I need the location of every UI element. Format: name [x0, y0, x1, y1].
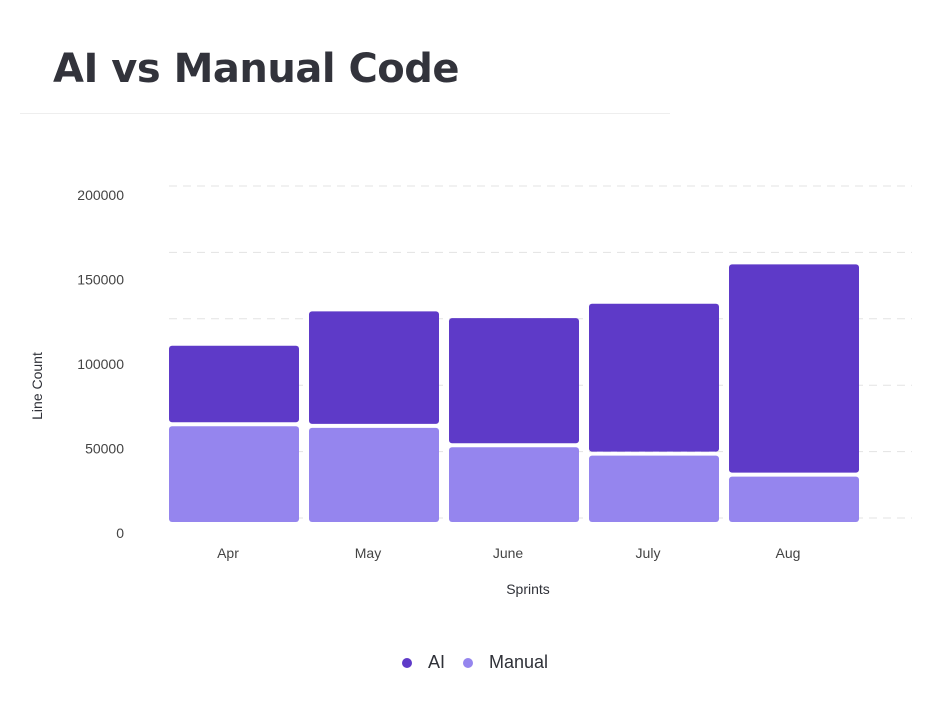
- bar-manual-july: [589, 455, 719, 522]
- bar-ai-may: [309, 311, 439, 424]
- legend-label-ai: AI: [427, 652, 445, 672]
- x-tick-label: June: [493, 545, 524, 561]
- chart-title: AI vs Manual Code: [53, 46, 460, 92]
- x-tick-label: Aug: [776, 545, 801, 561]
- bar-manual-june: [449, 447, 579, 522]
- legend-dot-manual-icon: [462, 657, 473, 668]
- bar-ai-apr: [169, 345, 299, 423]
- y-tick-label: 50000: [85, 441, 124, 457]
- y-axis-title: Line Count: [29, 352, 45, 420]
- x-axis-title: Sprints: [506, 581, 550, 597]
- bar-manual-may: [309, 427, 439, 522]
- y-tick-label: 100000: [77, 356, 124, 372]
- bar-manual-aug: [729, 476, 859, 522]
- y-tick-label: 0: [116, 525, 124, 541]
- legend-dot-ai-icon: [401, 657, 412, 668]
- legend-item-manual[interactable]: Manual: [462, 652, 549, 673]
- x-tick-label: May: [355, 545, 381, 561]
- y-tick-label: 200000: [77, 187, 124, 203]
- bar-manual-apr: [169, 426, 299, 522]
- bar-ai-june: [449, 318, 579, 444]
- y-tick-label: 150000: [77, 272, 124, 288]
- bar-ai-aug: [729, 264, 859, 473]
- chart-legend: AI Manual: [0, 652, 950, 673]
- legend-item-ai[interactable]: AI: [401, 652, 445, 673]
- title-divider: [20, 113, 670, 114]
- x-tick-label: July: [636, 545, 661, 561]
- x-tick-label: Apr: [217, 545, 239, 561]
- legend-label-manual: Manual: [488, 652, 549, 672]
- bar-ai-july: [589, 303, 719, 452]
